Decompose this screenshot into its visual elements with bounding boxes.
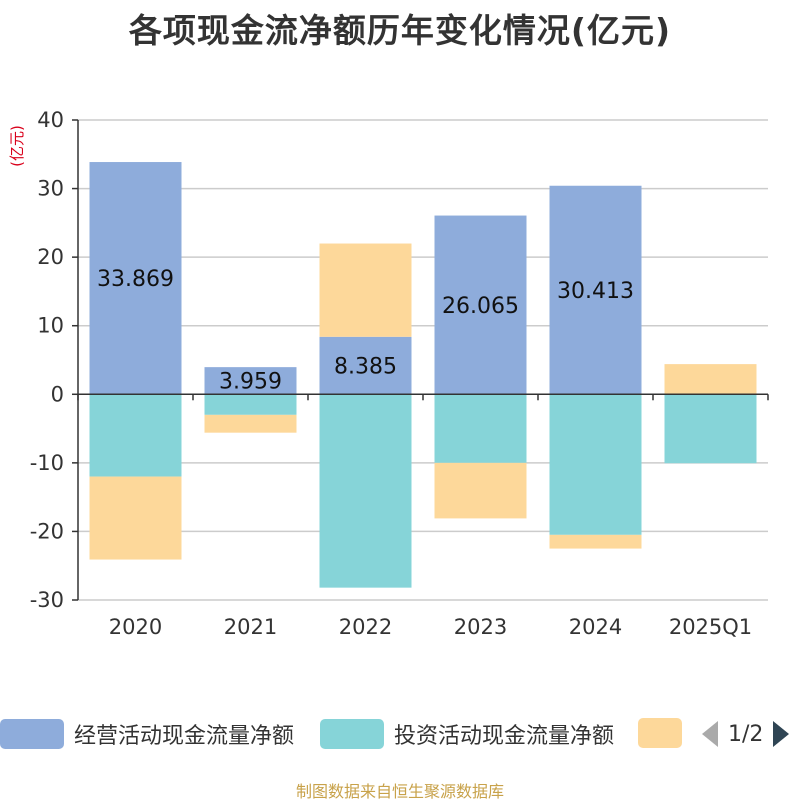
legend-item-investing[interactable]: 投资活动现金流量净额	[320, 718, 614, 750]
x-tick-label: 2025Q1	[669, 615, 752, 639]
bar-2-2025Q1	[665, 395, 757, 464]
bar-2-2021	[205, 394, 297, 415]
legend-page-indicator: 1/2	[728, 722, 763, 747]
x-tick-label: 2021	[224, 615, 277, 639]
bar-3-2025Q1	[665, 364, 757, 394]
y-tick-label: -20	[30, 519, 64, 543]
legend-pager: 1/2	[700, 716, 791, 752]
bar-3-2023	[435, 463, 527, 519]
x-tick-label: 2024	[569, 615, 622, 639]
bar-3-2024	[550, 535, 642, 549]
bar-2-2022	[320, 394, 412, 587]
legend-item-operating[interactable]: 经营活动现金流量净额	[0, 718, 294, 750]
bar-3-2020	[90, 477, 182, 560]
legend: 经营活动现金流量净额 投资活动现金流量净额 1/2	[0, 716, 800, 756]
legend-item-third[interactable]	[638, 718, 682, 748]
bar-3-2021	[205, 415, 297, 433]
bar-chart: -30 -20 -10 0 10 20 30 40 2020 2021 2022 2023 2024 20…	[0, 0, 800, 700]
y-tick-label: 0	[51, 382, 64, 406]
triangle-right-icon[interactable]	[771, 719, 791, 749]
data-label: 30.413	[557, 279, 634, 304]
y-tick-label: 40	[37, 108, 64, 132]
data-label: 33.869	[97, 267, 174, 292]
bar-2-2023	[435, 394, 527, 463]
legend-label-investing: 投资活动现金流量净额	[394, 718, 614, 750]
bar-3-2022	[320, 244, 412, 337]
data-label: 8.385	[334, 355, 397, 380]
bar-layer	[90, 162, 757, 588]
legend-label-operating: 经营活动现金流量净额	[74, 718, 294, 750]
x-tick-label: 2023	[454, 615, 507, 639]
y-tick-label: -30	[30, 588, 64, 612]
y-tick-label: 10	[37, 314, 64, 338]
bar-2-2024	[550, 394, 642, 535]
y-tick-label: 30	[37, 177, 64, 201]
x-tick-label: 2020	[109, 615, 162, 639]
data-label: 3.959	[219, 370, 282, 395]
data-label: 26.065	[442, 294, 519, 319]
x-tick-label: 2022	[339, 615, 392, 639]
y-tick-label: 20	[37, 245, 64, 269]
bar-2-2020	[90, 394, 182, 476]
legend-swatch-operating	[0, 719, 64, 749]
y-tick-label: -10	[30, 451, 64, 475]
source-note: 制图数据来自恒生聚源数据库	[0, 778, 800, 802]
legend-swatch-third	[638, 718, 682, 748]
legend-swatch-investing	[320, 719, 384, 749]
triangle-left-icon[interactable]	[700, 719, 720, 749]
y-axis-label: (亿元)	[8, 125, 26, 167]
